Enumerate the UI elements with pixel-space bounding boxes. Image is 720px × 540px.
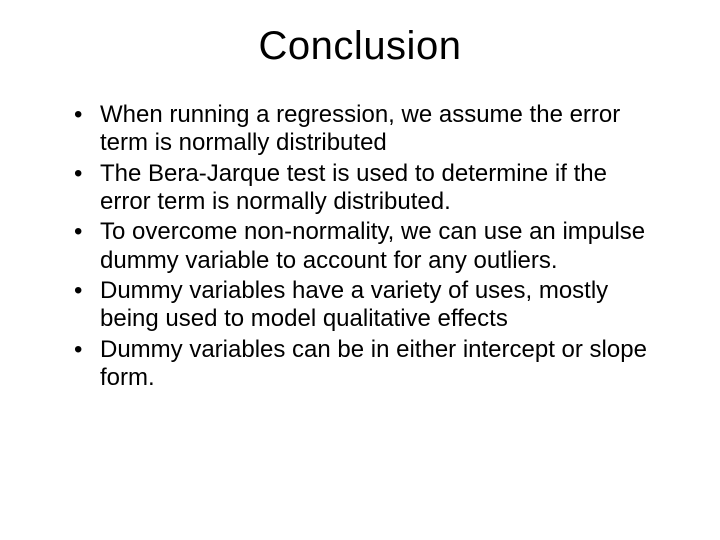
bullet-list: When running a regression, we assume the… [56, 101, 664, 392]
list-item: When running a regression, we assume the… [74, 101, 664, 158]
slide-title: Conclusion [56, 24, 664, 69]
list-item: The Bera-Jarque test is used to determin… [74, 160, 664, 217]
list-item: Dummy variables have a variety of uses, … [74, 277, 664, 334]
list-item: Dummy variables can be in either interce… [74, 336, 664, 393]
list-item: To overcome non-normality, we can use an… [74, 218, 664, 275]
